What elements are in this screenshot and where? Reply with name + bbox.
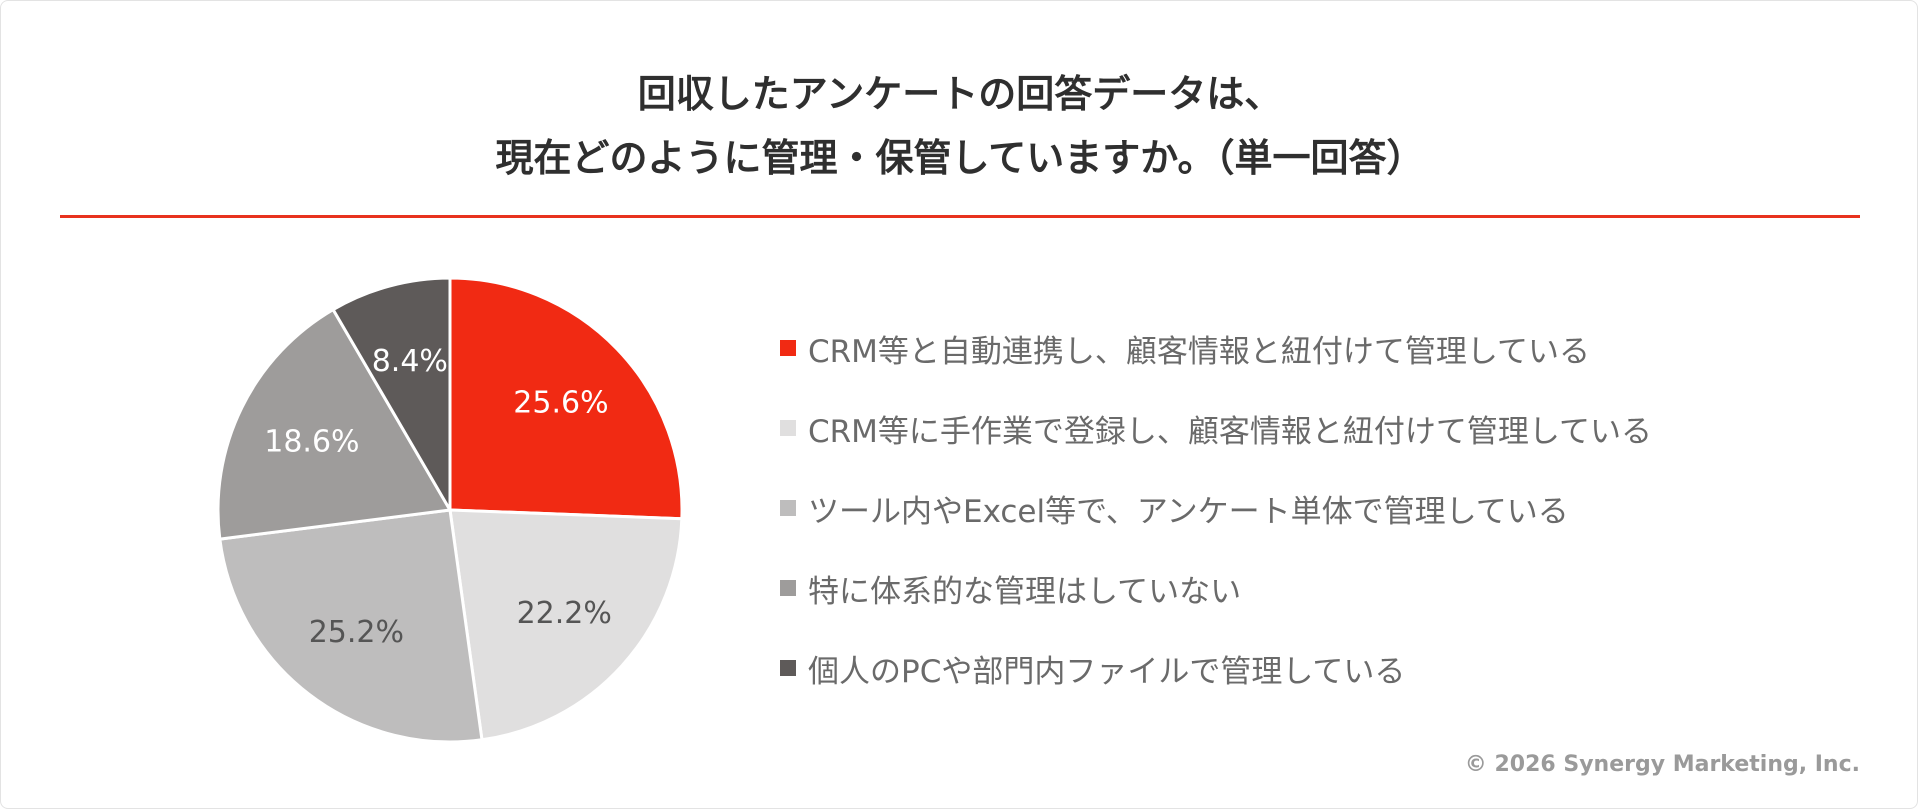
- pie-chart: 25.6% 22.2% 25.2% 18.6% 8.4%: [216, 276, 684, 744]
- legend-item: 特に体系的な管理はしていない: [780, 548, 1652, 628]
- pie-slice: [218, 508, 484, 744]
- pie-data-label: 18.6%: [264, 424, 359, 459]
- copyright-notice: © 2026 Synergy Marketing, Inc.: [1464, 752, 1860, 777]
- legend-label: CRM等と自動連携し、顧客情報と紐付けて管理している: [808, 333, 1590, 370]
- legend-item: 個人のPCや部門内ファイルで管理している: [780, 628, 1652, 708]
- chart-title-line-1: 回収したアンケートの回答データは、: [637, 72, 1283, 116]
- legend-item: ツール内やExcel等で、アンケート単体で管理している: [780, 468, 1652, 548]
- pie-data-label: 22.2%: [517, 596, 612, 631]
- legend-label: 特に体系的な管理はしていない: [808, 573, 1242, 610]
- legend-swatch: [780, 340, 796, 356]
- legend-label: 個人のPCや部門内ファイルで管理している: [808, 653, 1406, 690]
- chart-legend: CRM等と自動連携し、顧客情報と紐付けて管理している CRM等に手作業で登録し、…: [780, 308, 1652, 708]
- legend-swatch: [780, 420, 796, 436]
- legend-item: CRM等と自動連携し、顧客情報と紐付けて管理している: [780, 308, 1652, 388]
- pie-data-label: 8.4%: [372, 344, 448, 379]
- legend-swatch: [780, 580, 796, 596]
- pie-data-label: 25.2%: [309, 615, 404, 650]
- legend-item: CRM等に手作業で登録し、顧客情報と紐付けて管理している: [780, 388, 1652, 468]
- chart-title-line-2: 現在どのように管理・保管していますか。（単一回答）: [495, 136, 1425, 180]
- pie-data-label: 25.6%: [513, 386, 608, 421]
- legend-swatch: [780, 660, 796, 676]
- legend-label: CRM等に手作業で登録し、顧客情報と紐付けて管理している: [808, 413, 1652, 450]
- pie-slice: [448, 508, 684, 742]
- pie-slice: [216, 308, 452, 541]
- legend-label: ツール内やExcel等で、アンケート単体で管理している: [808, 493, 1569, 530]
- legend-swatch: [780, 500, 796, 516]
- pie-slice: [331, 276, 452, 512]
- pie-slice: [448, 276, 684, 521]
- title-divider: [60, 215, 1860, 218]
- chart-title: 回収したアンケートの回答データは、 現在どのように管理・保管していますか。（単一…: [0, 62, 1920, 190]
